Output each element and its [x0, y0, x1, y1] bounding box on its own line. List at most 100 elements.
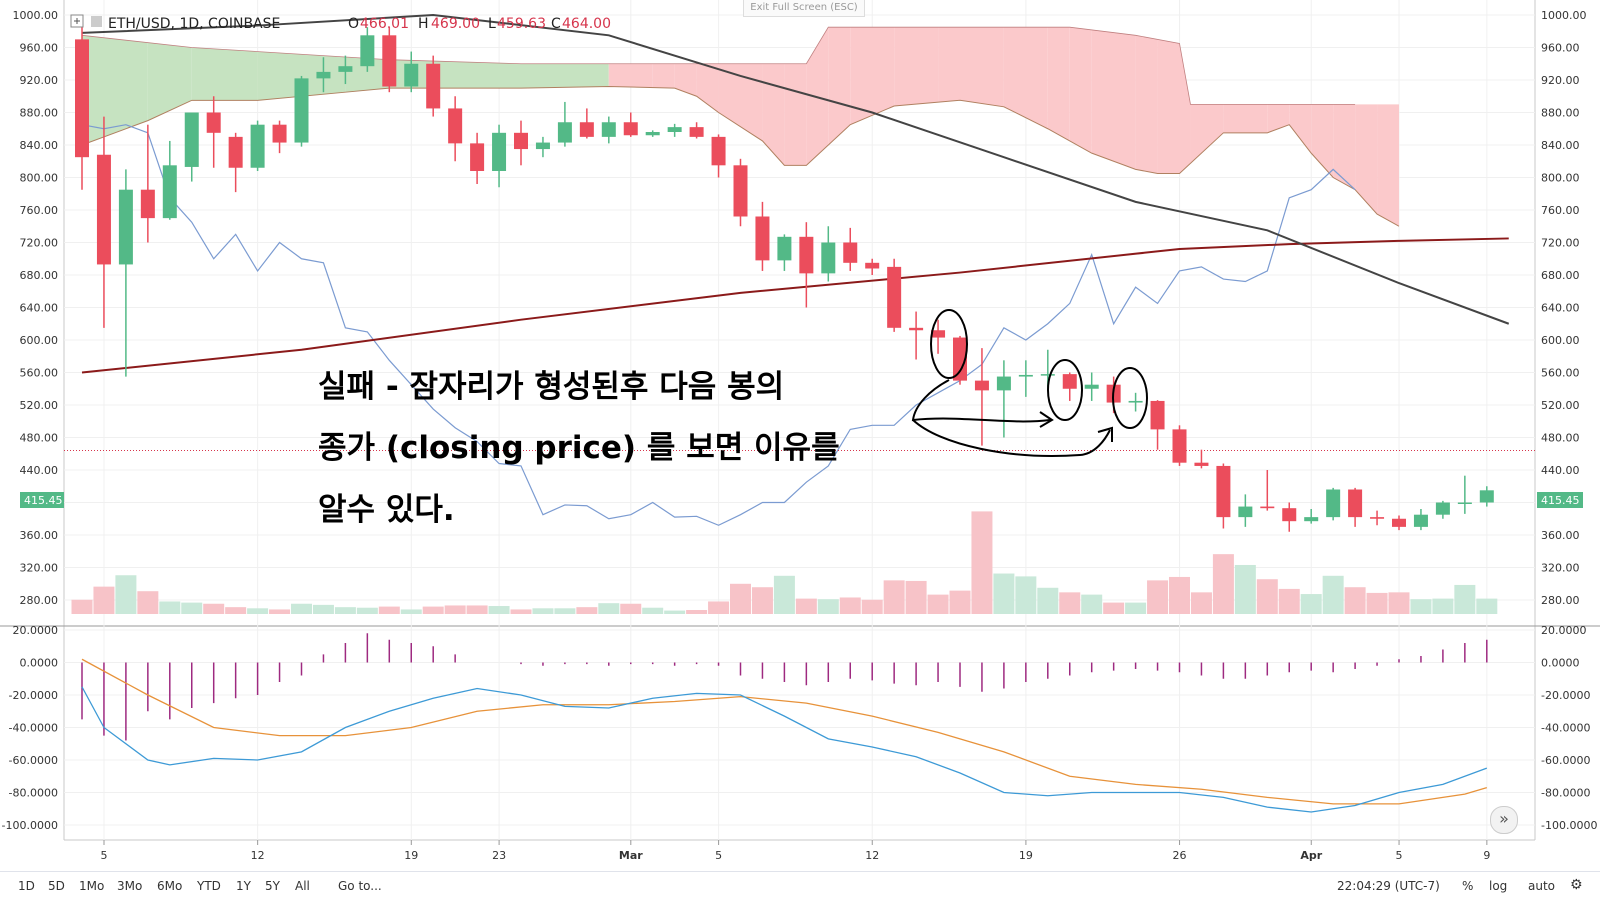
candle[interactable] [843, 227, 858, 271]
chart-canvas[interactable]: 1000.00 960.00 920.00 880.00 840.00 800.00 760… [0, 0, 1600, 871]
candle[interactable] [338, 55, 353, 85]
candle[interactable] [228, 132, 243, 193]
candle[interactable] [1370, 510, 1385, 526]
volume-bar [664, 610, 686, 614]
candle[interactable] [1457, 475, 1472, 514]
candle[interactable] [996, 360, 1011, 438]
candle[interactable] [294, 75, 309, 147]
candle[interactable] [1062, 372, 1077, 401]
candle[interactable] [1282, 502, 1297, 532]
candle[interactable] [140, 124, 155, 243]
candle[interactable] [711, 134, 726, 178]
auto-scale-button[interactable]: auto [1528, 879, 1556, 893]
gear-icon[interactable]: ⚙ [1570, 877, 1583, 893]
candle[interactable] [470, 132, 485, 184]
candle[interactable] [579, 108, 594, 139]
candle[interactable] [1150, 400, 1165, 450]
candle[interactable] [931, 319, 946, 354]
cloud-bear [608, 63, 653, 88]
candle[interactable] [1260, 470, 1275, 511]
range-6mo-button[interactable]: 6Mo [157, 879, 183, 893]
candle[interactable] [1216, 463, 1231, 529]
candle[interactable] [821, 226, 836, 282]
range-5d-button[interactable]: 5D [48, 879, 65, 893]
last-price-tag-right: 415.45 [1537, 492, 1583, 508]
candle[interactable] [1194, 449, 1209, 469]
candle-body [228, 136, 243, 168]
candle[interactable] [1084, 372, 1099, 401]
candle[interactable] [75, 15, 89, 190]
candle[interactable] [184, 112, 199, 182]
candle[interactable] [162, 140, 177, 220]
candle[interactable] [96, 116, 111, 328]
last-price-right: 415.45 [1541, 494, 1580, 507]
candle[interactable] [1128, 392, 1143, 412]
candle[interactable] [426, 55, 441, 117]
candle[interactable] [272, 120, 287, 154]
candle[interactable] [755, 201, 770, 271]
candle[interactable] [733, 158, 748, 227]
candle-body [404, 63, 419, 87]
candle[interactable] [1348, 487, 1363, 527]
candle[interactable] [206, 96, 221, 168]
cloud-bear [1091, 29, 1136, 170]
candle[interactable] [1435, 500, 1450, 519]
candle[interactable] [909, 311, 924, 360]
macd-y-tick-left: -80.0000 [9, 787, 58, 800]
candle[interactable] [799, 222, 814, 308]
exit-fullscreen-button[interactable]: Exit Full Screen (ESC) [743, 0, 865, 17]
candle[interactable] [492, 124, 507, 188]
candle[interactable] [382, 27, 397, 93]
candle[interactable] [601, 116, 616, 144]
candle[interactable] [645, 130, 660, 137]
volume-bar [203, 603, 225, 614]
candle[interactable] [1238, 494, 1253, 527]
candle[interactable] [974, 348, 989, 446]
candle[interactable] [1326, 487, 1341, 521]
candle[interactable] [667, 123, 682, 137]
goto-button[interactable]: Go to... [338, 879, 382, 893]
candle[interactable] [535, 136, 550, 158]
candle[interactable] [1392, 515, 1406, 531]
range-3mo-button[interactable]: 3Mo [117, 879, 143, 893]
candle[interactable] [557, 101, 572, 147]
candle[interactable] [316, 57, 331, 93]
range-1mo-button[interactable]: 1Mo [79, 879, 105, 893]
range-ytd-button[interactable]: YTD [197, 879, 221, 893]
candle[interactable] [118, 169, 133, 377]
candlesticks[interactable] [75, 15, 1494, 532]
symbol-square-icon [91, 16, 102, 27]
candle[interactable] [777, 234, 792, 271]
range-all-button[interactable]: All [295, 879, 310, 893]
volume-bar [225, 607, 247, 614]
percent-scale-button[interactable]: % [1462, 879, 1474, 893]
x-tick-label: 12 [251, 849, 265, 862]
y-tick-label-left: 800.00 [20, 172, 59, 185]
range-5y-button[interactable]: 5Y [265, 879, 280, 893]
cloud-bear [1333, 104, 1356, 190]
candle[interactable] [623, 112, 638, 137]
candle[interactable] [1479, 486, 1494, 507]
log-scale-button[interactable]: log [1489, 879, 1508, 893]
candle-body [1238, 506, 1253, 518]
candle[interactable] [1304, 509, 1319, 524]
range-1y-button[interactable]: 1Y [236, 879, 251, 893]
x-tick-label: 26 [1173, 849, 1187, 862]
candle[interactable] [514, 120, 528, 166]
double-chevron-right-icon[interactable]: » [1490, 806, 1518, 834]
x-tick-label: 5 [1396, 849, 1403, 862]
candle[interactable] [1018, 360, 1033, 397]
candle[interactable] [360, 27, 375, 72]
volume-bar [927, 594, 949, 614]
candle[interactable] [689, 122, 704, 139]
candle[interactable] [865, 258, 880, 275]
candle[interactable] [448, 96, 463, 162]
volume-bar [839, 597, 861, 614]
candle[interactable] [953, 335, 967, 385]
range-1d-button[interactable]: 1D [18, 879, 35, 893]
candle[interactable] [1172, 425, 1187, 466]
candle[interactable] [1413, 509, 1428, 531]
candle[interactable] [250, 120, 265, 171]
candle[interactable] [887, 258, 902, 332]
candle[interactable] [404, 51, 419, 93]
